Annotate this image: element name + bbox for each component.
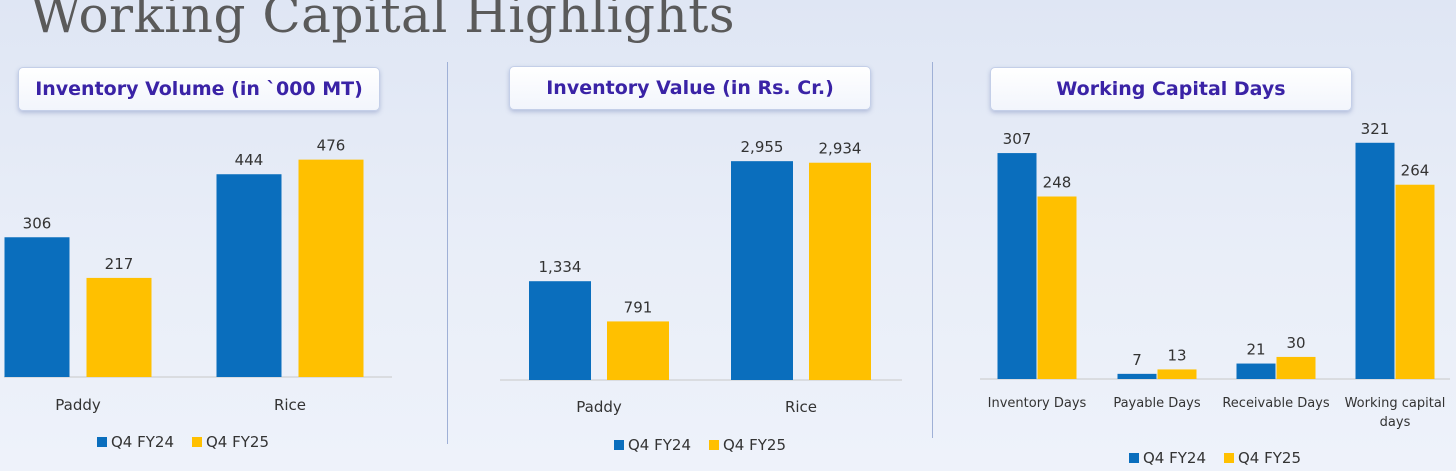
- working-capital-days-legend: Q4 FY24 Q4 FY25: [1129, 449, 1301, 467]
- category-label: Working capital: [1345, 396, 1446, 411]
- legend-item-q4-fy24: Q4 FY24: [97, 433, 174, 451]
- bar-q4-fy24: [1236, 363, 1276, 379]
- legend-item-q4-fy25: Q4 FY25: [709, 436, 786, 454]
- legend-item-q4-fy25: Q4 FY25: [192, 433, 269, 451]
- data-label: 321: [1361, 120, 1390, 138]
- category-label: Rice: [785, 398, 817, 416]
- bar-q4-fy25: [298, 159, 364, 377]
- category-label: Payable Days: [1113, 396, 1201, 411]
- category-label: Rice: [274, 396, 306, 414]
- panel-divider-1: [447, 62, 448, 444]
- inventory-value-legend: Q4 FY24 Q4 FY25: [614, 436, 786, 454]
- data-label: 217: [105, 255, 134, 273]
- bar-q4-fy25: [86, 277, 152, 377]
- bar-q4-fy24: [731, 161, 793, 380]
- data-label: 2,955: [741, 138, 784, 156]
- legend-swatch: [97, 437, 107, 447]
- category-label: Paddy: [55, 396, 101, 414]
- legend-swatch: [1224, 453, 1234, 463]
- data-label: 444: [235, 151, 264, 169]
- legend-label: Q4 FY24: [628, 436, 691, 454]
- bar-q4-fy25: [1157, 369, 1197, 379]
- bar-q4-fy25: [1276, 356, 1316, 379]
- bar-q4-fy25: [1037, 196, 1077, 379]
- data-label: 264: [1401, 162, 1430, 180]
- bar-q4-fy25: [809, 162, 871, 380]
- inventory-volume-chart-title: Inventory Volume (in `000 MT): [18, 67, 380, 111]
- page-title: Working Capital Highlights: [30, 0, 735, 44]
- data-label: 791: [624, 298, 653, 316]
- data-label: 7: [1132, 351, 1142, 369]
- bar-q4-fy25: [1395, 184, 1435, 379]
- category-label: days: [1380, 415, 1411, 430]
- data-label: 21: [1246, 341, 1265, 359]
- bar-q4-fy25: [607, 321, 669, 380]
- category-label: Inventory Days: [988, 396, 1087, 411]
- legend-label: Q4 FY25: [723, 436, 786, 454]
- category-label: Paddy: [576, 398, 622, 416]
- bar-q4-fy24: [1117, 373, 1157, 379]
- bar-q4-fy24: [216, 174, 282, 377]
- legend-item-q4-fy24: Q4 FY24: [614, 436, 691, 454]
- panel-divider-2: [932, 62, 933, 438]
- bar-q4-fy24: [529, 281, 591, 380]
- legend-label: Q4 FY25: [1238, 449, 1301, 467]
- data-label: 306: [23, 214, 52, 232]
- bar-q4-fy24: [997, 153, 1037, 379]
- category-label: Receivable Days: [1222, 396, 1330, 411]
- data-label: 2,934: [819, 140, 862, 158]
- bar-q4-fy24: [1355, 142, 1395, 379]
- inventory-value-chart-title: Inventory Value (in Rs. Cr.): [509, 66, 871, 110]
- legend-label: Q4 FY25: [206, 433, 269, 451]
- working-capital-days-chart-title: Working Capital Days: [990, 67, 1352, 111]
- legend-swatch: [709, 440, 719, 450]
- legend-swatch: [614, 440, 624, 450]
- data-label: 307: [1003, 130, 1032, 148]
- data-label: 476: [317, 137, 346, 155]
- data-label: 1,334: [539, 258, 582, 276]
- legend-item-q4-fy24: Q4 FY24: [1129, 449, 1206, 467]
- data-label: 248: [1043, 173, 1072, 191]
- data-label: 30: [1286, 334, 1305, 352]
- legend-swatch: [1129, 453, 1139, 463]
- legend-label: Q4 FY24: [111, 433, 174, 451]
- legend-label: Q4 FY24: [1143, 449, 1206, 467]
- legend-swatch: [192, 437, 202, 447]
- bar-q4-fy24: [4, 237, 70, 377]
- legend-item-q4-fy25: Q4 FY25: [1224, 449, 1301, 467]
- inventory-volume-legend: Q4 FY24 Q4 FY25: [97, 433, 269, 451]
- data-label: 13: [1167, 346, 1186, 364]
